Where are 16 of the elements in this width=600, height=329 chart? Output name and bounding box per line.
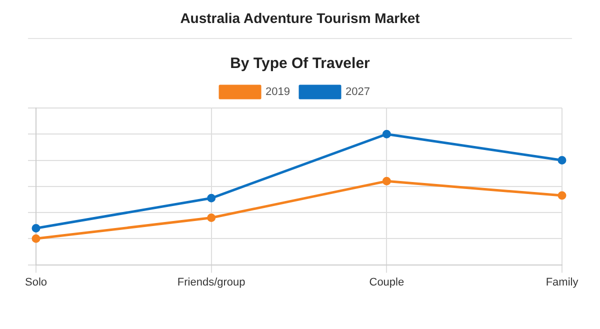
point — [207, 194, 216, 202]
point — [558, 156, 566, 165]
point — [207, 214, 216, 222]
point — [558, 191, 566, 200]
x-tick-label: Friends/group — [177, 276, 246, 288]
chart-title: Australia Adventure Tourism Market — [28, 8, 572, 39]
x-tick-label: Family — [546, 276, 579, 288]
chart-subtitle: By Type Of Traveler — [229, 55, 371, 72]
point — [382, 176, 391, 186]
legend-label: 2019 — [266, 86, 290, 98]
point — [382, 130, 391, 138]
x-tick-label: Solo — [24, 276, 48, 288]
point — [32, 234, 40, 243]
x-tick-label: Couple — [369, 276, 404, 288]
legend-label: 2027 — [346, 86, 370, 98]
point — [32, 224, 40, 232]
